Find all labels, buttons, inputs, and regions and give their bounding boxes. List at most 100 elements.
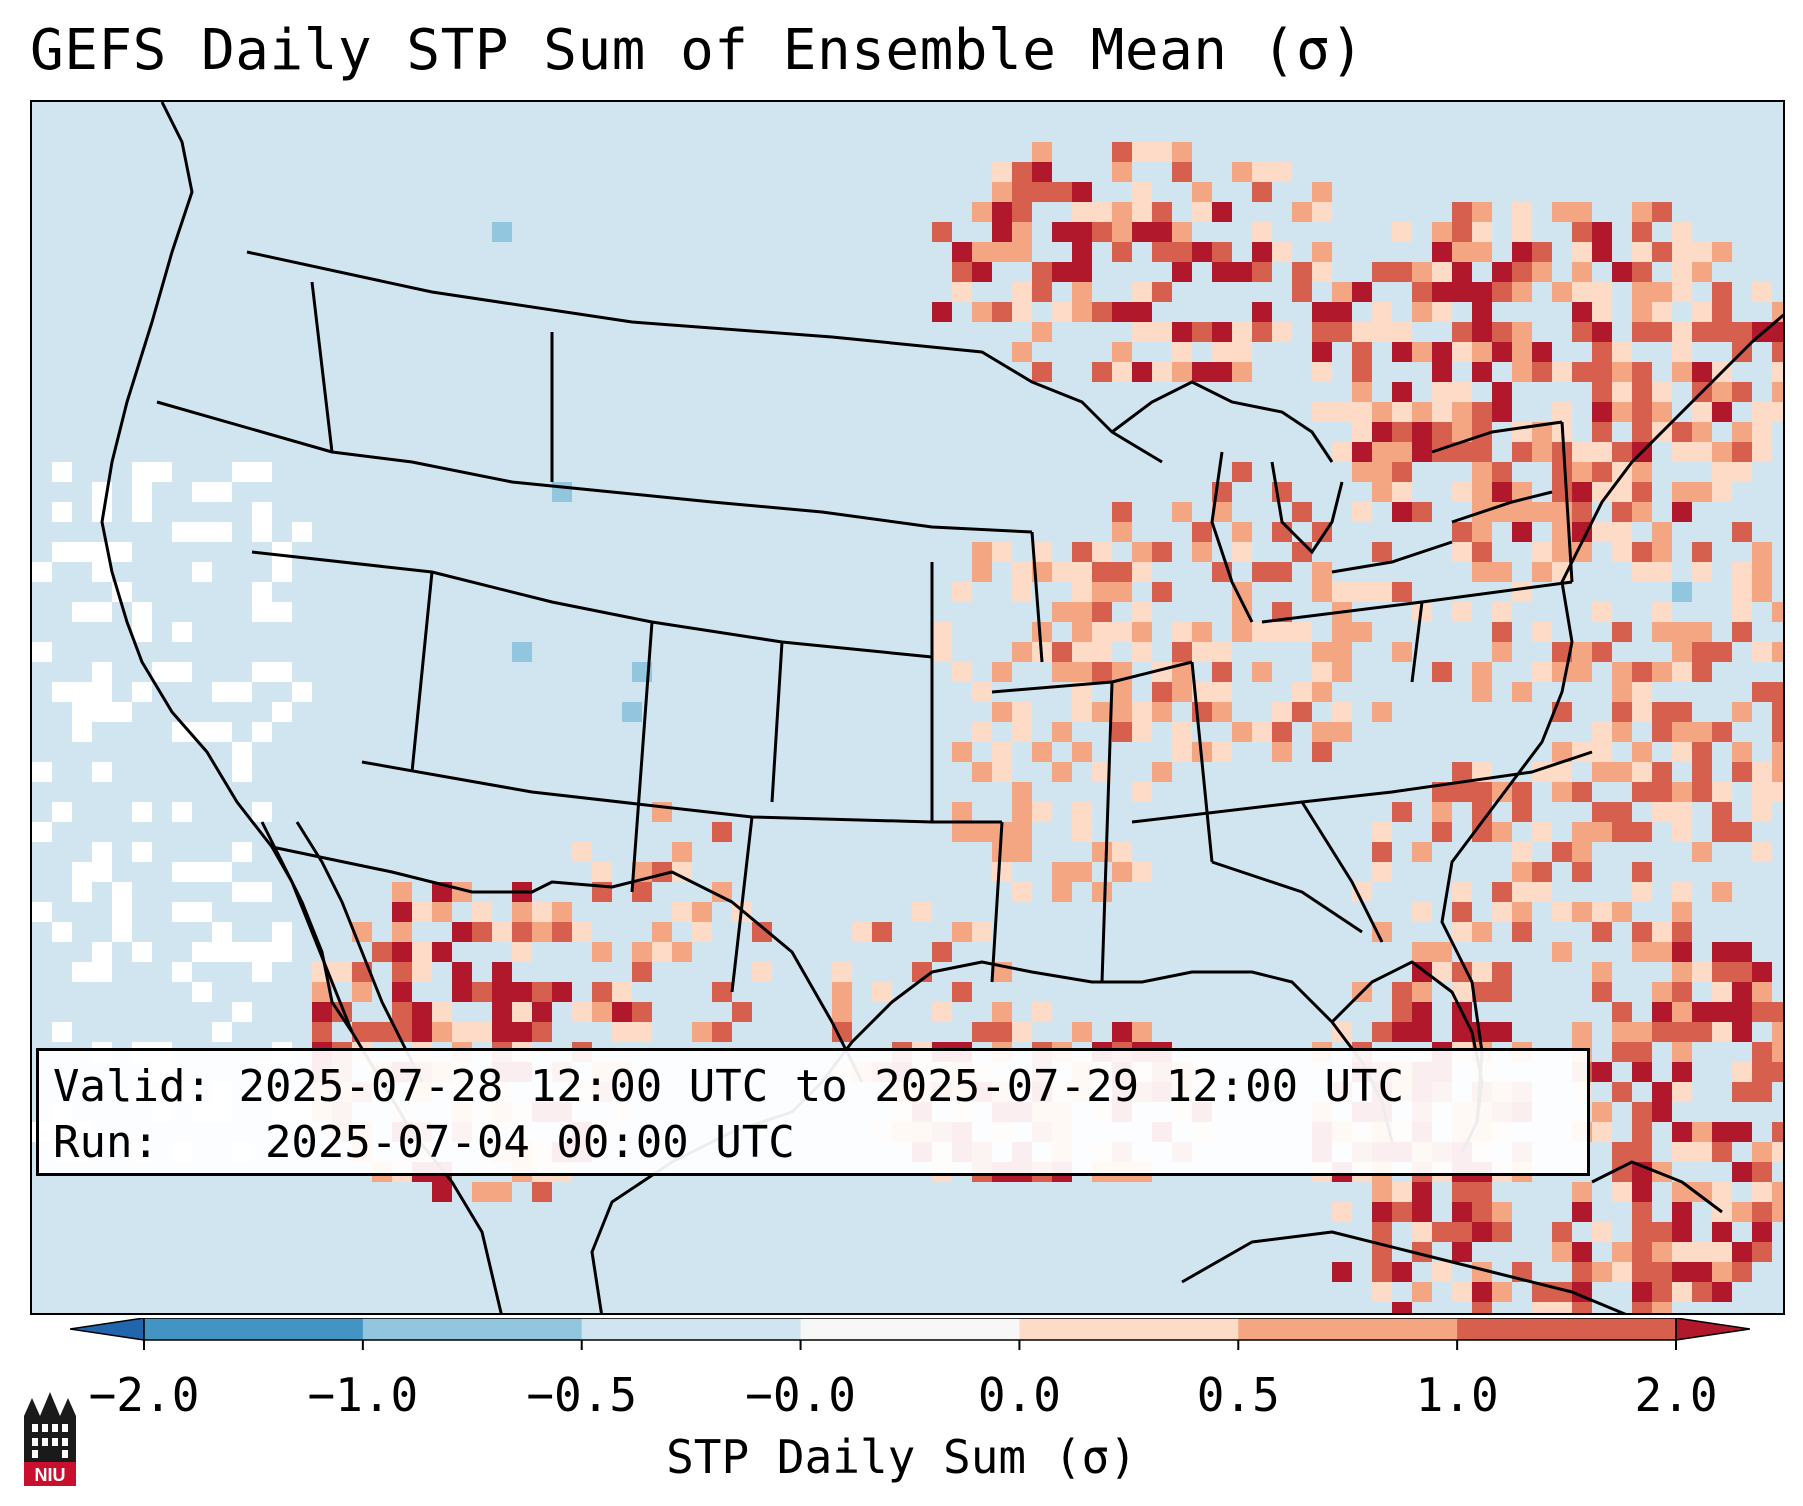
stp-cell xyxy=(1312,242,1332,262)
stp-cell xyxy=(1452,782,1472,802)
stp-cell xyxy=(1132,1022,1152,1042)
stp-cell xyxy=(1472,222,1492,242)
stp-cell xyxy=(1672,1262,1692,1282)
stp-cell xyxy=(1772,602,1783,622)
stp-cell xyxy=(1412,1182,1432,1202)
stp-cell xyxy=(1072,862,1092,882)
stp-cell xyxy=(1612,402,1632,422)
stp-cell xyxy=(1572,202,1592,222)
stp-cell xyxy=(1732,522,1752,542)
stp-cell xyxy=(1452,962,1472,982)
stp-cell xyxy=(1512,242,1532,262)
stp-cell xyxy=(1092,762,1112,782)
stp-cell xyxy=(1672,1042,1692,1062)
neutral-cell xyxy=(172,662,192,682)
stp-cell xyxy=(1552,782,1572,802)
stp-cell xyxy=(1312,342,1332,362)
stp-cell xyxy=(1472,402,1492,422)
stp-cell xyxy=(992,1002,1012,1022)
colorbar-tick-label: 1.0 xyxy=(1415,1368,1499,1422)
stp-cell xyxy=(1612,622,1632,642)
stp-cell xyxy=(1152,362,1172,382)
stp-cell xyxy=(1412,1222,1432,1242)
stp-cell xyxy=(1052,562,1072,582)
stp-cell xyxy=(1672,1282,1692,1302)
colorbar-tick-label: −2.0 xyxy=(88,1368,200,1422)
stp-cell xyxy=(1772,302,1783,322)
stp-cell xyxy=(1112,162,1132,182)
neutral-cell xyxy=(252,802,272,822)
neutral-cell xyxy=(72,722,92,742)
stp-cell xyxy=(1712,962,1732,982)
stp-cell xyxy=(1592,1122,1612,1142)
stp-cell xyxy=(1672,482,1692,502)
neutral-cell xyxy=(272,602,292,622)
stp-cell xyxy=(1432,962,1452,982)
neutral-cell xyxy=(132,682,152,702)
stp-cell xyxy=(572,842,592,862)
stp-cell xyxy=(1132,702,1152,722)
neutral-cell xyxy=(172,802,192,822)
neutral-cell xyxy=(232,942,252,962)
stp-cell xyxy=(1472,202,1492,222)
stp-cell xyxy=(1412,302,1432,322)
stp-cell xyxy=(1392,502,1412,522)
stp-cell xyxy=(1092,882,1112,902)
stp-cell xyxy=(732,1002,752,1022)
stp-cell xyxy=(1532,862,1552,882)
stp-cell xyxy=(1672,1002,1692,1022)
stp-cell xyxy=(1152,322,1172,342)
stp-cell xyxy=(1612,762,1632,782)
stp-cell xyxy=(1572,642,1592,662)
stp-cell xyxy=(1672,422,1692,442)
stp-cell xyxy=(1392,982,1412,1002)
stp-cell xyxy=(1572,862,1592,882)
stp-cell xyxy=(1392,1262,1412,1282)
colorbar-extend-low xyxy=(70,1318,145,1341)
stp-cell xyxy=(1592,242,1612,262)
colorbar-segment xyxy=(1019,1318,1239,1340)
stp-cell xyxy=(932,302,952,322)
neutral-cell xyxy=(192,942,212,962)
stp-cell xyxy=(1332,322,1352,342)
stp-cell xyxy=(1652,702,1672,722)
stp-cell xyxy=(1232,322,1252,342)
stp-cell xyxy=(1272,702,1292,722)
stp-cell xyxy=(1652,622,1672,642)
stp-cell xyxy=(1512,362,1532,382)
stp-cell xyxy=(1412,502,1432,522)
neutral-cell xyxy=(92,702,112,722)
stp-cell xyxy=(1752,842,1772,862)
stp-cell xyxy=(1132,322,1152,342)
stp-cell xyxy=(972,722,992,742)
neutral-cell xyxy=(32,822,52,842)
neutral-cell xyxy=(172,962,192,982)
stp-cell xyxy=(1072,302,1092,322)
stp-cell xyxy=(1292,542,1312,562)
stp-cell xyxy=(1012,162,1032,182)
stp-cell xyxy=(312,1022,332,1042)
stp-cell xyxy=(1332,402,1352,422)
stp-cell xyxy=(1372,542,1392,562)
stp-cell xyxy=(1012,242,1032,262)
stp-cell xyxy=(1672,742,1692,762)
neutral-cell xyxy=(132,602,152,622)
stp-cell xyxy=(992,862,1012,882)
stp-cell xyxy=(452,982,472,1002)
stp-cell xyxy=(1712,302,1732,322)
stp-cell xyxy=(832,1002,852,1022)
stp-cell xyxy=(1652,1022,1672,1042)
stp-cell xyxy=(1092,562,1112,582)
neutral-cell xyxy=(72,702,92,722)
stp-cell xyxy=(1052,262,1072,282)
stp-cell xyxy=(1292,622,1312,642)
stp-cell xyxy=(1672,782,1692,802)
stp-cell xyxy=(832,1022,852,1042)
stp-cell xyxy=(1452,202,1472,222)
neutral-cell xyxy=(52,462,72,482)
stp-cell xyxy=(1372,1262,1392,1282)
stp-cell xyxy=(1612,1242,1632,1262)
stp-cell xyxy=(1292,502,1312,522)
stp-cell xyxy=(312,982,332,1002)
stp-cell xyxy=(1132,602,1152,622)
